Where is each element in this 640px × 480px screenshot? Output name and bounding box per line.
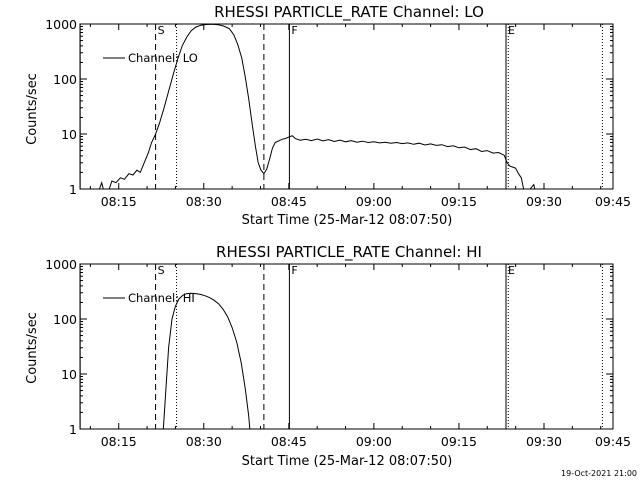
x-tick-label: 09:00	[356, 434, 392, 449]
event-marker-label: E	[508, 264, 515, 277]
x-axis-label: Start Time (25-Mar-12 08:07:50)	[242, 454, 453, 469]
legend-entry: Channel: HI	[128, 291, 195, 305]
generation-timestamp: 19-Oct-2021 21:00	[561, 469, 637, 478]
x-tick-label: 09:15	[441, 194, 477, 209]
plot-area: 08:15 08:30 08:45 09:00 09:15 09:30 09:45 1 10 10…	[45, 17, 631, 209]
x-tick-label: 08:15	[101, 434, 137, 449]
y-axis-label: Counts/sec	[25, 73, 40, 145]
x-tick-label: 08:15	[101, 194, 137, 209]
series-line	[98, 24, 536, 189]
legend: Channel: HI	[103, 291, 195, 305]
x-tick-label: 09:15	[441, 434, 477, 449]
x-axis-label: Start Time (25-Mar-12 08:07:50)	[242, 213, 453, 228]
x-tick-label: 08:30	[186, 434, 222, 449]
y-tick-label: 1	[69, 182, 77, 197]
chart-title: RHESSI PARTICLE_RATE Channel: LO	[214, 3, 484, 22]
legend-entry: Channel: LO	[128, 51, 198, 65]
x-tick-label: 08:45	[271, 434, 307, 449]
chart-panel-hi: RHESSI PARTICLE_RATE Channel: HI Counts/…	[25, 243, 631, 469]
x-tick-label: 08:45	[271, 194, 307, 209]
y-axis-label: Counts/sec	[25, 312, 40, 384]
y-tick-label: 100	[53, 72, 77, 87]
y-tick-label: 1000	[45, 257, 77, 272]
series-line	[162, 292, 251, 429]
plot-frame	[79, 263, 614, 430]
plot-frame	[79, 23, 614, 190]
event-marker-label: F	[291, 24, 297, 37]
y-tick-label: 1000	[45, 17, 77, 32]
x-tick-label: 08:30	[186, 194, 222, 209]
x-tick-label: 09:45	[595, 194, 631, 209]
chart-panel-lo: RHESSI PARTICLE_RATE Channel: LO Counts/…	[25, 3, 631, 228]
event-marker-label: E	[508, 24, 515, 37]
y-tick-label: 100	[53, 312, 77, 327]
y-tick-label: 10	[61, 127, 77, 142]
legend: Channel: LO	[103, 51, 198, 65]
y-tick-label: 1	[69, 422, 77, 437]
event-marker-label: F	[291, 264, 297, 277]
x-tick-label: 09:30	[526, 434, 562, 449]
x-tick-label: 09:45	[595, 434, 631, 449]
event-marker-label: S	[158, 24, 165, 37]
chart-title: RHESSI PARTICLE_RATE Channel: HI	[216, 243, 482, 262]
y-tick-label: 10	[61, 367, 77, 382]
x-tick-label: 09:00	[356, 194, 392, 209]
event-marker-label: S	[158, 264, 165, 277]
plot-area: 08:15 08:30 08:45 09:00 09:15 09:30 09:45 1 10 10…	[45, 257, 631, 449]
x-tick-label: 09:30	[526, 194, 562, 209]
